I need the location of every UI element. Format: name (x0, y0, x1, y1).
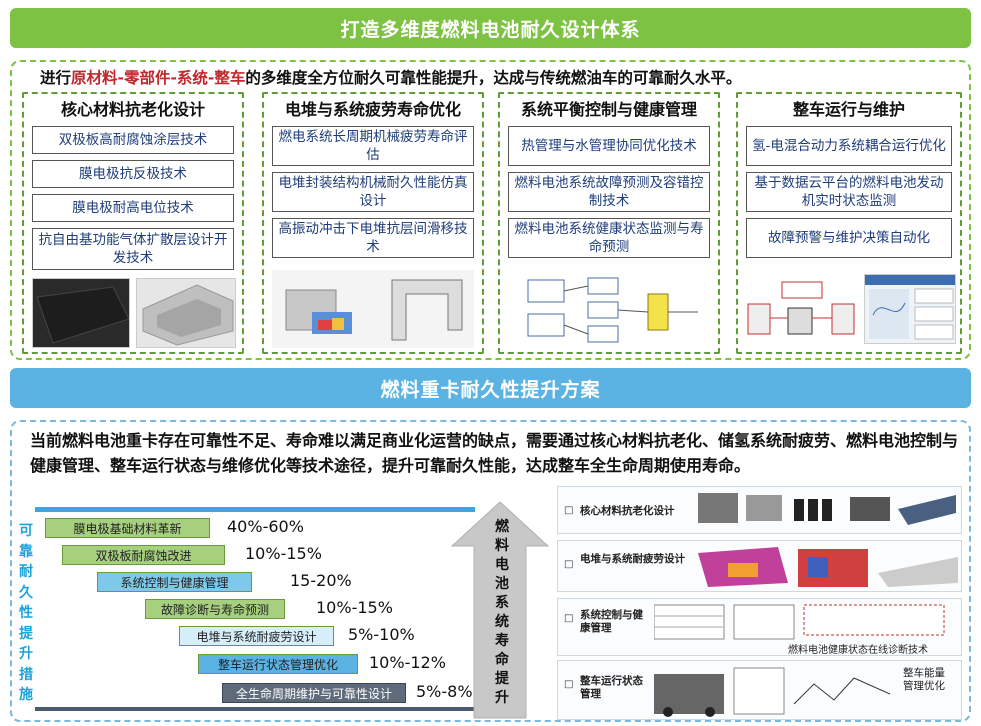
tech-item: 膜电极抗反极技术 (32, 160, 234, 188)
tech-item: 基于数据云平台的燃料电池发动机实时状态监测 (746, 172, 952, 212)
measure-bar: 全生命周期维护与可靠性设计 (222, 683, 406, 703)
measure-bar: 故障诊断与寿命预测 (145, 599, 285, 619)
measures-vertical-label: 可靠耐久性提升措施 (19, 523, 33, 703)
vehicle-thumbnails (654, 667, 891, 717)
column-fatigue: 电堆与系统疲劳寿命优化 燃电系统长周期机械疲劳寿命评估 电堆封装结构机械耐久性能… (262, 92, 484, 354)
measure-percent: 10%-15% (245, 544, 322, 563)
square-bullet-icon: □ (564, 559, 574, 570)
tech-item: 高振动冲击下电堆抗层间滑移技术 (272, 218, 474, 258)
column-title: 整车运行与维护 (792, 100, 905, 119)
column-materials: 核心材料抗老化设计 双极板高耐腐蚀涂层技术 膜电极抗反极技术 膜电极耐高电位技术… (22, 92, 244, 354)
measure-percent: 5%-10% (348, 625, 415, 644)
arrow-caption: 燃料电池系统寿命提升 (495, 519, 509, 706)
panel-fatigue: □ 电堆与系统耐疲劳设计 (557, 540, 962, 592)
simulation-image (272, 270, 474, 348)
intro-suffix: 的多维度全方位耐久可靠性能提升，达成与传统燃油车的可靠耐久水平。 (245, 69, 742, 87)
square-bullet-icon: □ (564, 613, 574, 624)
panel-caption: 燃料电池健康状态在线诊断技术 (788, 645, 928, 656)
panel-label: 核心材料抗老化设计 (580, 505, 675, 517)
tech-item: 燃料电池系统故障预测及容错控制技术 (508, 172, 710, 212)
upward-arrow-icon (450, 501, 550, 719)
column-title: 核心材料抗老化设计 (60, 100, 205, 119)
fatigue-thumbnails (698, 547, 958, 587)
column-control: 系统平衡控制与健康管理 热管理与水管理协同优化技术 燃料电池系统故障预测及容错控… (498, 92, 720, 354)
measure-bar: 电堆与系统耐疲劳设计 (179, 626, 334, 646)
gas-diffusion-layer-image (33, 279, 129, 347)
tech-item: 故障预警与维护决策自动化 (746, 218, 952, 258)
panel-vehicle: □ 整车运行状态管理 整车能量管理优化 (557, 660, 962, 720)
measure-percent: 40%-60% (227, 517, 304, 536)
monitor-dashboard (865, 275, 955, 340)
column-vehicle: 整车运行与维护 氢-电混合动力系统耦合运行优化 基于数据云平台的燃料电池发动机实… (736, 92, 962, 354)
panel-control: □ 系统控制与健康管理 燃料电池健康状态在线诊断技术 (557, 598, 962, 656)
measure-percent: 10%-15% (316, 598, 393, 617)
tech-item: 热管理与水管理协同优化技术 (508, 126, 710, 166)
tech-item: 电堆封装结构机械耐久性能仿真设计 (272, 172, 474, 212)
hybrid-system-schematic (744, 274, 862, 350)
measure-percent: 15-20% (290, 571, 352, 590)
material-thumbnails (698, 493, 956, 525)
section-title-mid: 燃料重卡耐久性提升方案 (10, 368, 971, 408)
measure-bar: 整车运行状态管理优化 (198, 654, 358, 674)
bottom-intro-text: 当前燃料电池重卡存在可靠性不足、寿命难以满足商业化运营的缺点，需要通过核心材料抗… (30, 431, 959, 475)
column-title: 电堆与系统疲劳寿命优化 (284, 100, 461, 119)
panel-materials: □ 核心材料抗老化设计 (557, 486, 962, 534)
panel-label: 系统控制与健康管理 (580, 609, 643, 634)
tech-item: 双极板高耐腐蚀涂层技术 (32, 126, 234, 154)
measure-percent: 10%-12% (369, 653, 446, 672)
intro-highlight: 原材料-零部件-系统-整车 (71, 69, 246, 87)
bottom-rule (35, 707, 475, 711)
cloud-monitor-screenshot (864, 274, 956, 344)
top-section-frame (10, 60, 971, 360)
section-title-top: 打造多维度燃料电池耐久设计体系 (10, 8, 971, 48)
stack-simulation-diagram (285, 279, 463, 341)
material-photo-dark (32, 278, 130, 348)
tech-item: 燃料电池系统健康状态监测与寿命预测 (508, 218, 710, 258)
measure-bar: 系统控制与健康管理 (97, 572, 252, 592)
top-intro-text: 进行原材料-零部件-系统-整车的多维度全方位耐久可靠性能提升，达成与传统燃油车的… (40, 66, 741, 88)
panel-label: 电堆与系统耐疲劳设计 (580, 553, 685, 565)
tech-item: 抗自由基功能气体扩散层设计开发技术 (32, 228, 234, 270)
control-block-diagram (508, 270, 710, 348)
control-flow-diagram (527, 277, 698, 343)
panel-caption: 整车能量管理优化 (903, 667, 945, 692)
measure-bar: 双极板耐腐蚀改进 (62, 545, 225, 565)
square-bullet-icon: □ (564, 679, 574, 690)
control-thumbnails (654, 604, 945, 640)
material-photo-plate (136, 278, 236, 348)
square-bullet-icon: □ (564, 505, 574, 516)
measure-bar: 膜电极基础材料革新 (45, 518, 210, 538)
tech-item: 膜电极耐高电位技术 (32, 194, 234, 222)
top-rule (35, 507, 475, 512)
bipolar-plate-image (137, 279, 235, 347)
intro-prefix: 进行 (40, 69, 72, 87)
tech-item: 氢-电混合动力系统耦合运行优化 (746, 126, 952, 166)
bottom-section-frame (10, 420, 971, 722)
measure-percent: 5%-8% (416, 682, 473, 701)
panel-label: 整车运行状态管理 (580, 675, 643, 700)
powertrain-schematic (747, 281, 855, 335)
tech-item: 燃电系统长周期机械疲劳寿命评估 (272, 126, 474, 166)
column-title: 系统平衡控制与健康管理 (520, 100, 697, 119)
